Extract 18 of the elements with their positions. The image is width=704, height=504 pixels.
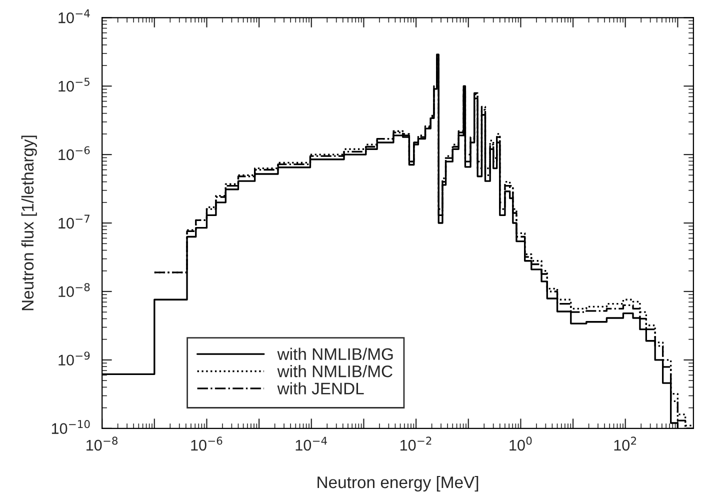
y-tick-label: 10$^{−6}$ [58,146,90,160]
x-tick-label: 10$^{0}$ [510,436,532,451]
y-tick-label: 10$^{−10}$ [52,420,90,434]
x-tick-label: 10$^{−8}$ [86,436,118,451]
y-tick-label: 10$^{−5}$ [58,78,90,92]
legend-label: with NMLIB/MG [277,348,393,360]
y-tick-label: 10$^{−4}$ [58,9,90,24]
y-tick-label: 10$^{−9}$ [58,352,90,366]
x-tick-label: 10$^{−6}$ [191,436,222,451]
y-axis-title: Neutron flux [1/lethargy] [21,136,37,310]
legend-label: with NMLIB/MC [277,365,392,378]
x-axis-title: Neutron energy [MeV] [318,476,478,492]
y-tick-label: 10$^{−8}$ [58,283,90,298]
legend-label: with JENDL [277,382,364,394]
x-tick-label: 10$^{−2}$ [400,436,432,451]
x-tick-label: 10$^{2}$ [614,436,636,451]
y-tick-label: 10$^{−7}$ [58,214,90,229]
x-tick-label: 10$^{−4}$ [296,436,327,451]
